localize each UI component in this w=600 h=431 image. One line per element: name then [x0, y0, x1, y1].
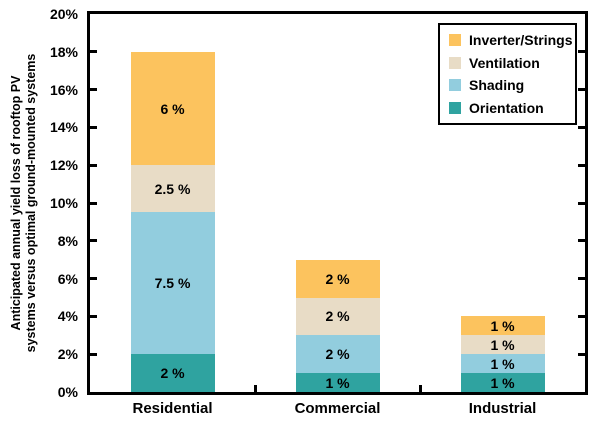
right-axis-tick — [578, 163, 585, 167]
bar-segment-shading-industrial: 1 % — [460, 354, 545, 374]
y-tick-label: 8% — [57, 232, 78, 249]
left-axis-tick — [90, 163, 97, 167]
segment-value-label: 2 % — [160, 365, 185, 382]
legend: Inverter/Strings Ventilation Shading Orient… — [438, 23, 577, 125]
legend-item: Orientation — [449, 100, 569, 116]
left-axis-tick — [90, 88, 97, 92]
legend-swatch — [449, 79, 461, 92]
segment-value-label: 2 % — [325, 346, 350, 363]
left-axis-tick — [90, 352, 97, 356]
bar-segment-orientation-commercial: 1 % — [295, 373, 380, 392]
left-axis-tick — [90, 239, 97, 243]
bar-segment-shading-residential: 7.5 % — [130, 212, 215, 355]
x-category-label-industrial: Industrial — [468, 400, 537, 417]
x-category-label-commercial: Commercial — [294, 400, 381, 417]
right-axis-tick — [578, 125, 585, 129]
right-axis-tick — [578, 239, 585, 243]
bar-segment-inverter-strings-residential: 6 % — [130, 51, 215, 166]
right-axis-tick — [578, 277, 585, 281]
bar-segment-shading-commercial: 2 % — [295, 335, 380, 374]
bar-segment-orientation-residential: 2 % — [130, 354, 215, 392]
left-axis-tick — [90, 277, 97, 281]
left-axis-tick — [90, 50, 97, 54]
right-axis-tick — [578, 201, 585, 205]
y-tick-label: 16% — [49, 81, 78, 98]
right-axis-tick — [578, 50, 585, 54]
bar-segment-ventilation-residential: 2.5 % — [130, 165, 215, 213]
segment-value-label: 2.5 % — [154, 180, 191, 197]
legend-label: Ventilation — [469, 54, 540, 71]
bar-segment-ventilation-industrial: 1 % — [460, 335, 545, 355]
segment-value-label: 7.5 % — [154, 275, 191, 292]
legend-label: Shading — [469, 77, 525, 94]
legend-label: Orientation — [469, 99, 544, 116]
legend-swatch — [449, 34, 461, 47]
y-tick-label: 12% — [49, 157, 78, 174]
x-boundary-tick — [418, 385, 422, 392]
x-category-label-residential: Residential — [132, 400, 213, 417]
y-tick-label: 20% — [49, 6, 78, 22]
left-axis-tick — [90, 125, 97, 129]
legend-item: Ventilation — [449, 55, 569, 71]
segment-value-label: 1 % — [490, 317, 515, 334]
legend-label: Inverter/Strings — [469, 32, 573, 49]
segment-value-label: 1 % — [490, 355, 515, 372]
right-axis-tick — [578, 314, 585, 318]
segment-value-label: 1 % — [490, 336, 515, 353]
y-tick-label: 14% — [49, 119, 78, 136]
right-axis-tick — [578, 88, 585, 92]
bar-segment-orientation-industrial: 1 % — [460, 373, 545, 392]
y-axis-title-line2: systems versus optimal ground-mounted sy… — [24, 53, 38, 353]
left-axis-tick — [90, 314, 97, 318]
y-tick-label: 2% — [57, 346, 78, 363]
bar-segment-ventilation-commercial: 2 % — [295, 297, 380, 336]
segment-value-label: 6 % — [160, 100, 185, 117]
segment-value-label: 1 % — [490, 374, 515, 391]
y-tick-label: 18% — [49, 43, 78, 60]
y-tick-label: 4% — [57, 308, 78, 325]
legend-item: Inverter/Strings — [449, 32, 573, 49]
y-tick-label: 10% — [49, 195, 78, 211]
left-axis-tick — [90, 201, 97, 205]
y-tick-label: 0% — [57, 384, 78, 400]
segment-value-label: 2 % — [325, 308, 350, 325]
bar-segment-inverter-strings-industrial: 1 % — [460, 316, 545, 336]
legend-item: Shading — [449, 77, 569, 93]
x-boundary-tick — [253, 385, 257, 392]
segment-value-label: 2 % — [325, 270, 350, 287]
segment-value-label: 1 % — [325, 374, 350, 391]
y-axis-title: Anticipated annual yield loss of rooftop… — [9, 0, 39, 418]
legend-swatch — [449, 56, 461, 69]
right-axis-tick — [578, 352, 585, 356]
bar-segment-inverter-strings-commercial: 2 % — [295, 259, 380, 298]
legend-swatch — [449, 101, 461, 114]
y-tick-label: 6% — [57, 270, 78, 287]
y-axis-title-line1: Anticipated annual yield loss of rooftop… — [9, 75, 23, 331]
